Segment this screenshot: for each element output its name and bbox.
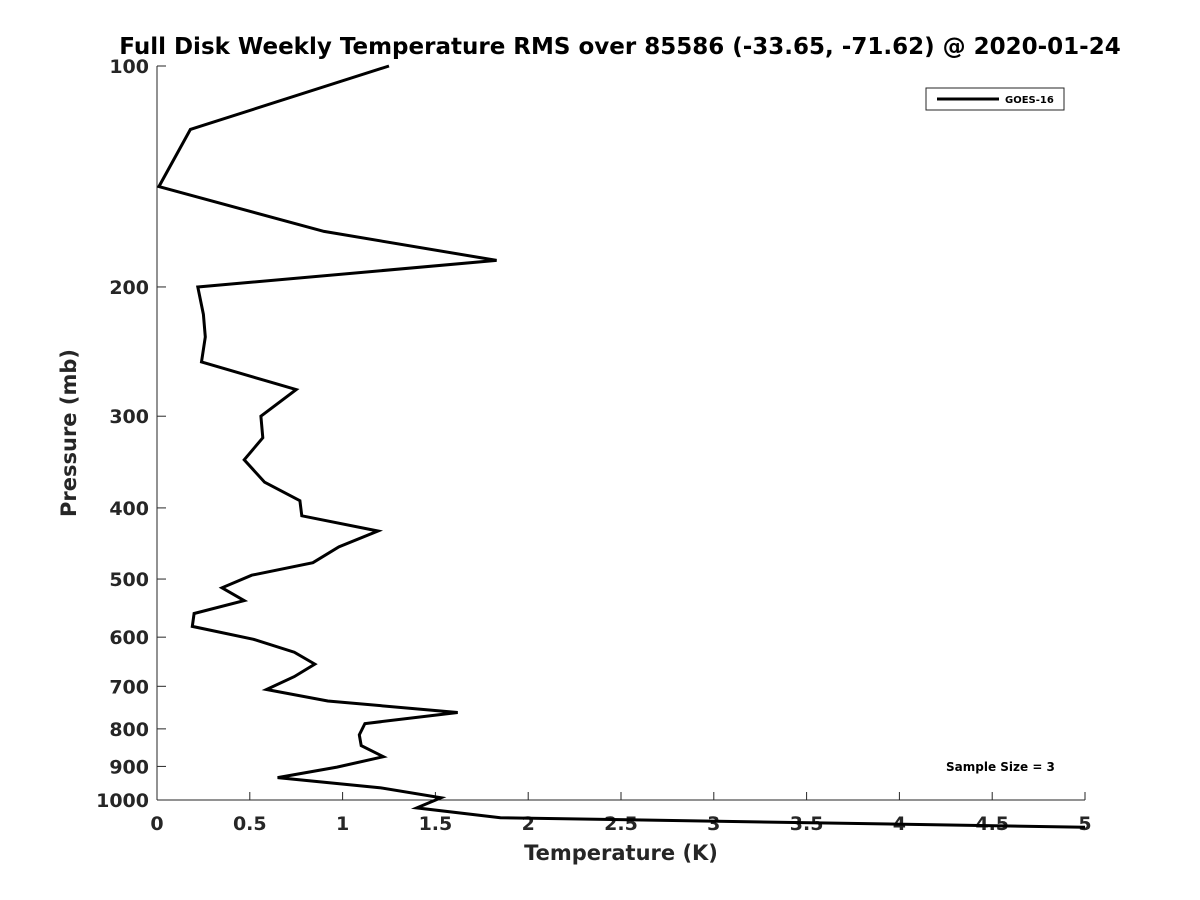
- x-tick-label: 2.5: [604, 813, 638, 835]
- legend: GOES-16: [925, 87, 1065, 111]
- x-tick-label: 0: [150, 813, 163, 835]
- x-tick-label: 1: [336, 813, 349, 835]
- y-tick-label: 600: [109, 627, 149, 649]
- y-tick-label: 400: [109, 498, 149, 520]
- sample-size-annotation: Sample Size = 3: [946, 760, 1055, 774]
- legend-label-goes-16: GOES-16: [1005, 95, 1054, 106]
- y-tick-label: 700: [109, 676, 149, 698]
- x-tick-label: 2: [522, 813, 535, 835]
- y-tick-label: 1000: [96, 790, 149, 812]
- x-axis-label: Temperature (K): [524, 841, 718, 865]
- y-tick-label: 800: [109, 719, 149, 741]
- x-tick-label: 4.5: [975, 813, 1009, 835]
- x-tick-label: 5: [1078, 813, 1091, 835]
- x-tick-label: 3: [707, 813, 720, 835]
- y-tick-label: 200: [109, 277, 149, 299]
- y-tick-label: 300: [109, 406, 149, 428]
- y-tick-label: 900: [109, 756, 149, 778]
- plot-area: 0 0.5 1 1.5 2 2.5 3 3.5 4 4.5 5 100200300400500600…: [96, 56, 1092, 835]
- series-line-goes-16: [156, 64, 1086, 829]
- x-tick-label: 1.5: [419, 813, 453, 835]
- y-tick-label: 100: [109, 56, 149, 78]
- y-axis-label: Pressure (mb): [57, 349, 81, 517]
- chart-title: Full Disk Weekly Temperature RMS over 85…: [119, 34, 1121, 60]
- x-tick-label: 0.5: [233, 813, 267, 835]
- y-tick-label: 500: [109, 569, 149, 591]
- y-ticks: 100 200 300 400 500 600 700 800 900 1000: [96, 56, 166, 812]
